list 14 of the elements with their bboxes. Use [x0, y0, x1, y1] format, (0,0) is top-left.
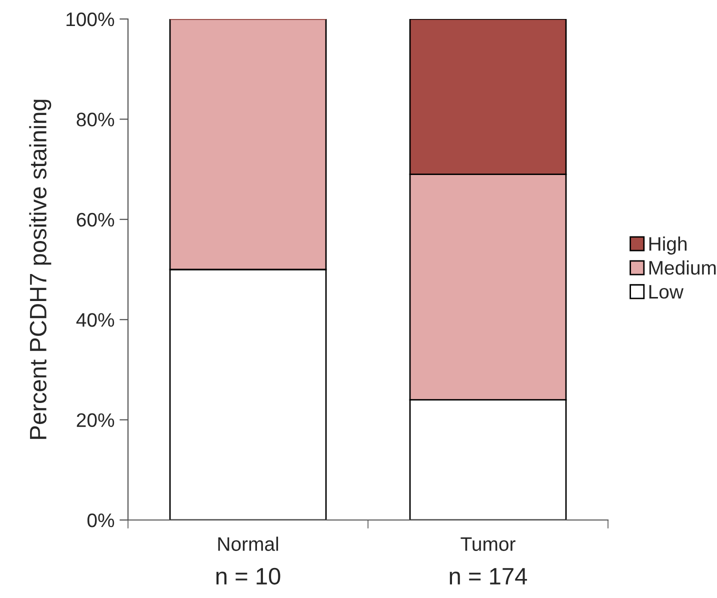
y-tick-label: 60% — [76, 212, 114, 227]
y-tick-label: 40% — [76, 313, 114, 327]
legend-label: Low — [649, 285, 684, 299]
legend-label: High — [649, 236, 687, 255]
legend-label: Medium — [649, 260, 716, 275]
text: n = 10 — [216, 568, 280, 585]
y-tick-label: 100% — [66, 12, 114, 26]
y-tick-label: 80% — [76, 112, 114, 126]
x-tick-label: Normal — [218, 536, 278, 551]
x-tick-label: Tumor — [460, 537, 516, 551]
text: n = 174 — [450, 568, 528, 584]
y-axis-title: Percent PCDH7 positive staining — [29, 100, 52, 439]
y-tick-label: 20% — [76, 413, 114, 428]
y-tick-label: 0% — [87, 513, 114, 528]
